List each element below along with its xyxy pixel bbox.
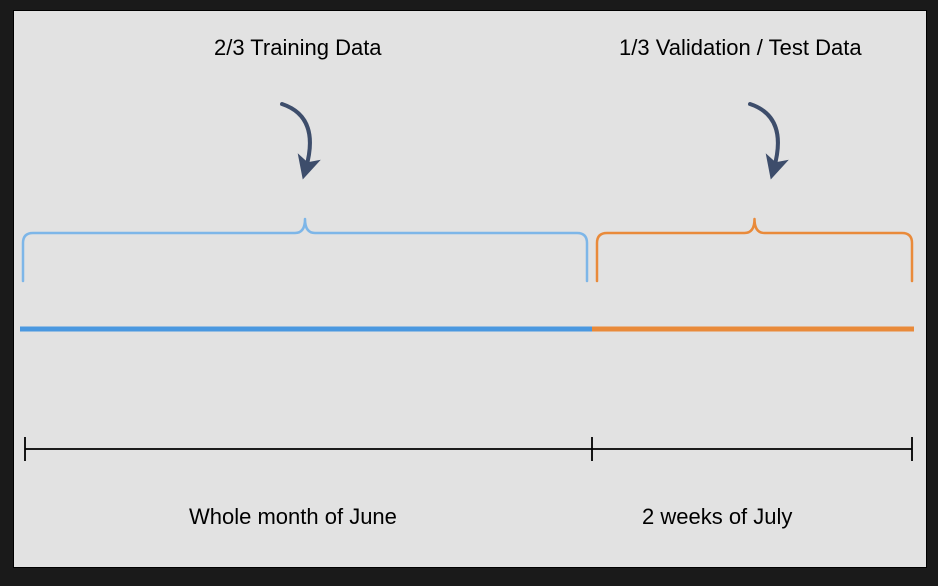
brace-left [23,219,587,281]
axis-group [25,437,912,461]
arrow-right [750,104,778,168]
brace-right [597,219,912,281]
diagram-svg [14,11,926,567]
arrow-left [282,104,310,168]
diagram-frame: 2/3 Training Data 1/3 Validation / Test … [13,10,927,568]
